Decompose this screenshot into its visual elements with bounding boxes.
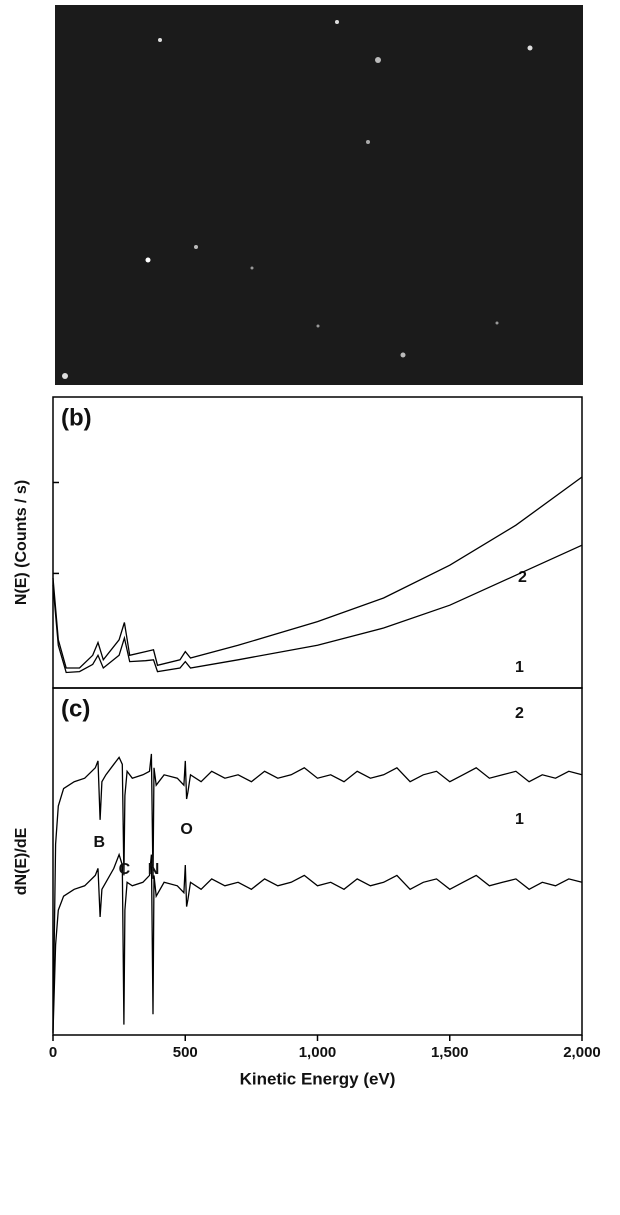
spectrum-line xyxy=(52,753,583,1031)
y-axis-title: dN(E)/dE xyxy=(13,827,30,895)
particle xyxy=(316,324,320,328)
particle xyxy=(335,20,339,24)
x-tick-label: 2,000 xyxy=(563,1044,601,1061)
peak-label: B xyxy=(94,834,106,851)
spectrum-line xyxy=(52,476,583,669)
series-label: 1 xyxy=(515,811,524,828)
particle xyxy=(400,352,406,358)
x-tick-label: 1,000 xyxy=(299,1044,337,1061)
particle xyxy=(62,373,68,379)
particle xyxy=(250,266,254,270)
particle xyxy=(495,321,499,325)
peak-label: O xyxy=(180,821,192,838)
x-tick-label: 0 xyxy=(49,1044,57,1061)
series-label: 2 xyxy=(515,705,524,722)
series-label: 2 xyxy=(518,569,527,586)
micrograph xyxy=(55,5,583,385)
plot-frame xyxy=(52,687,583,1036)
particle xyxy=(194,245,198,249)
particle xyxy=(158,38,162,42)
particle xyxy=(375,57,381,63)
particle xyxy=(527,45,533,51)
particle xyxy=(366,140,370,144)
x-axis-title: Kinetic Energy (eV) xyxy=(240,1069,396,1088)
panel-label: (b) xyxy=(61,404,92,431)
x-tick-label: 1,500 xyxy=(431,1044,469,1061)
panel-label: (c) xyxy=(61,695,90,722)
particle xyxy=(145,257,151,263)
x-tick-label: 500 xyxy=(173,1044,198,1061)
y-axis-title: N(E) (Counts / s) xyxy=(13,480,30,605)
peak-label: N xyxy=(148,861,160,878)
series-label: 1 xyxy=(515,659,524,676)
plot-frame xyxy=(52,396,583,689)
spectrum-line xyxy=(52,544,583,674)
micrograph-background xyxy=(55,5,583,385)
peak-label: C xyxy=(119,861,131,878)
spectrum-line xyxy=(52,852,583,1033)
